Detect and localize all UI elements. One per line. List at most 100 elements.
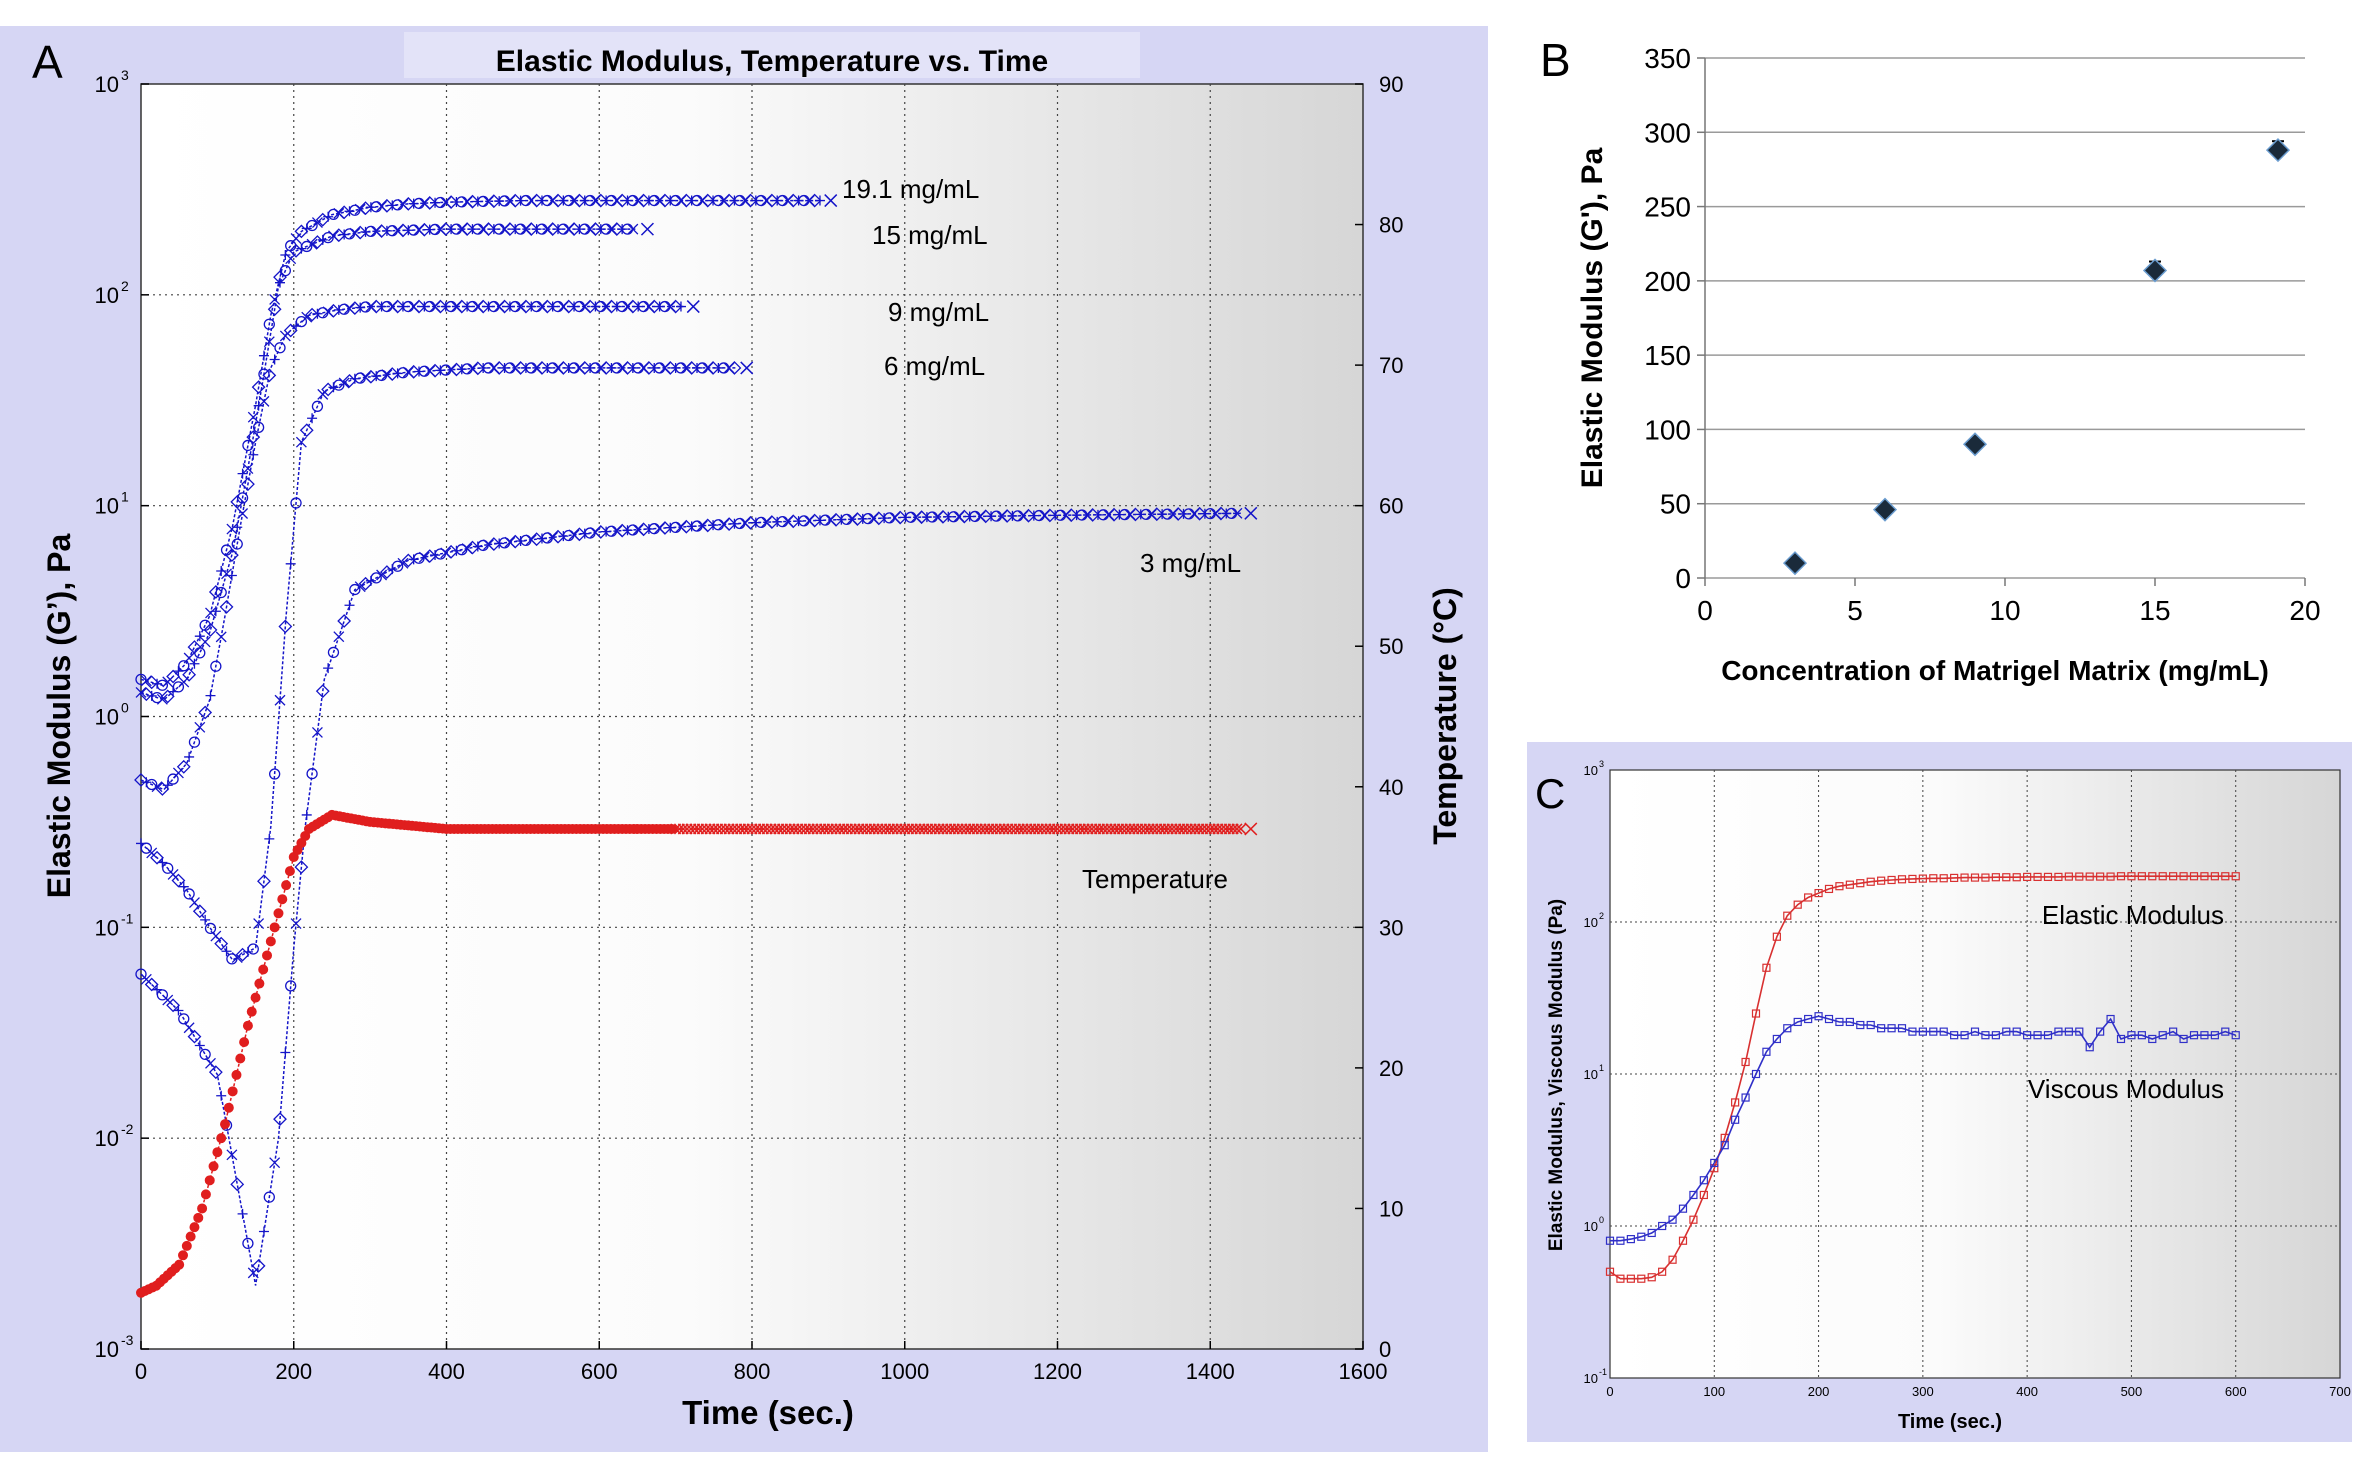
a-series-marker: [337, 614, 352, 628]
panel-a-xlabel: Time (sec.): [682, 1394, 854, 1431]
a-series-marker: [210, 606, 221, 617]
a-series-marker: [636, 193, 651, 208]
c-series-marker: [2064, 872, 2073, 881]
a-series-marker: [327, 646, 340, 659]
a-series-marker: [205, 690, 216, 701]
a-series-marker: [252, 421, 265, 433]
a-series-marker: [216, 1133, 227, 1144]
a-series-marker: [567, 222, 581, 237]
b-y-tick-label: 200: [1644, 266, 1691, 297]
a-series-marker: [214, 936, 229, 951]
c-series-marker: [1950, 873, 1959, 883]
c-x-tick-label: 400: [2016, 1384, 2038, 1399]
b-x-tick-label: 20: [2289, 595, 2320, 626]
a-series-marker: [700, 193, 715, 208]
c-series-marker: [1897, 1024, 1907, 1033]
b-y-tick-label: 50: [1660, 489, 1691, 520]
a-series-marker: [280, 249, 291, 260]
a-y2-tick-label: 80: [1379, 213, 1403, 238]
a-series-marker: [454, 299, 469, 314]
a-series-marker: [166, 669, 180, 684]
a-series-marker: [237, 1208, 248, 1219]
a-series-marker: [311, 726, 323, 738]
a-series-marker: [134, 773, 148, 787]
a-series-marker: [444, 544, 459, 559]
a-series-marker: [893, 510, 908, 525]
a-series-marker: [577, 361, 592, 375]
a-series-marker: [269, 354, 280, 365]
c-series-marker: [1970, 873, 1980, 882]
a-series-marker: [267, 302, 282, 317]
a-series-marker: [540, 299, 555, 314]
a-series-end-marker: [1244, 822, 1258, 836]
a-series-end-marker: [1244, 506, 1258, 520]
a-series-marker: [241, 477, 255, 492]
a-series-marker: [401, 553, 416, 568]
a-series-marker: [205, 1057, 216, 1069]
c-series-marker: [1668, 1255, 1677, 1264]
c-series-marker: [1877, 1024, 1886, 1033]
a-series-marker: [258, 395, 270, 407]
a-series-marker: [294, 860, 309, 875]
a-series-marker: [264, 833, 275, 844]
a-series-marker: [871, 511, 886, 526]
a-series-marker: [188, 736, 201, 748]
a-series-marker: [1171, 507, 1186, 521]
c-series-marker: [1731, 1115, 1740, 1124]
a-series-marker: [265, 936, 276, 947]
a-series-marker: [358, 576, 373, 591]
a-series-marker: [764, 515, 779, 529]
a-series-marker: [625, 299, 640, 314]
a-series-marker: [358, 201, 373, 216]
c-series-marker: [1877, 876, 1886, 885]
a-series-marker: [706, 361, 720, 375]
c-series-marker: [1668, 1215, 1677, 1224]
a-series-marker: [204, 1175, 215, 1186]
a-series-marker: [301, 311, 313, 323]
a-series-marker: [146, 778, 158, 791]
c-series-marker: [2116, 872, 2126, 881]
panel-a-letter: A: [32, 36, 63, 88]
a-series-marker: [135, 968, 147, 980]
a-series-marker: [743, 193, 758, 208]
a-y2-tick-label: 30: [1379, 915, 1403, 940]
b-data-point: [1872, 497, 1898, 522]
c-y-tick-exponent: 2: [1599, 911, 1604, 921]
a-series-marker: [183, 1022, 195, 1034]
a-series-marker: [290, 918, 302, 930]
c-series-marker: [1960, 873, 1969, 882]
c-series-marker: [2158, 872, 2167, 881]
c-series-marker: [2189, 872, 2199, 881]
c-y-tick-mantissa: 10: [1584, 1219, 1598, 1234]
a-series-marker: [182, 667, 197, 682]
a-series-marker: [513, 361, 528, 375]
panel-c-letter: C: [1535, 770, 1565, 817]
a-series-marker: [397, 557, 409, 569]
c-series-marker: [1814, 1012, 1823, 1021]
a-series-marker: [679, 193, 694, 208]
a-series-marker: [219, 600, 234, 614]
panel-b-letter: B: [1540, 34, 1571, 86]
c-y-tick-exponent: 3: [1599, 759, 1604, 769]
a-series-marker: [438, 222, 453, 237]
a-x-tick-label: 800: [734, 1359, 771, 1384]
a-series-marker: [1085, 508, 1100, 522]
a-series-marker: [401, 196, 416, 211]
a-series-marker: [412, 299, 426, 314]
a-series-marker: [807, 513, 822, 528]
a-series-marker: [194, 1040, 205, 1051]
a-series-marker: [311, 217, 323, 229]
a-series-marker: [189, 897, 200, 909]
a-series-marker: [166, 998, 180, 1013]
a-series-marker: [641, 361, 656, 375]
a-series-marker: [814, 195, 825, 206]
a-series-marker: [599, 361, 614, 375]
c-y-tick-mantissa: 10: [1584, 763, 1598, 778]
c-y-tick-mantissa: 10: [1584, 1371, 1598, 1386]
c-series-marker: [1908, 1027, 1917, 1036]
a-series-marker: [227, 1086, 238, 1097]
c-series-marker: [2179, 1034, 2188, 1044]
a-series-marker: [338, 377, 350, 389]
c-series-marker: [1751, 1009, 1761, 1018]
c-series-marker: [1835, 882, 1844, 891]
